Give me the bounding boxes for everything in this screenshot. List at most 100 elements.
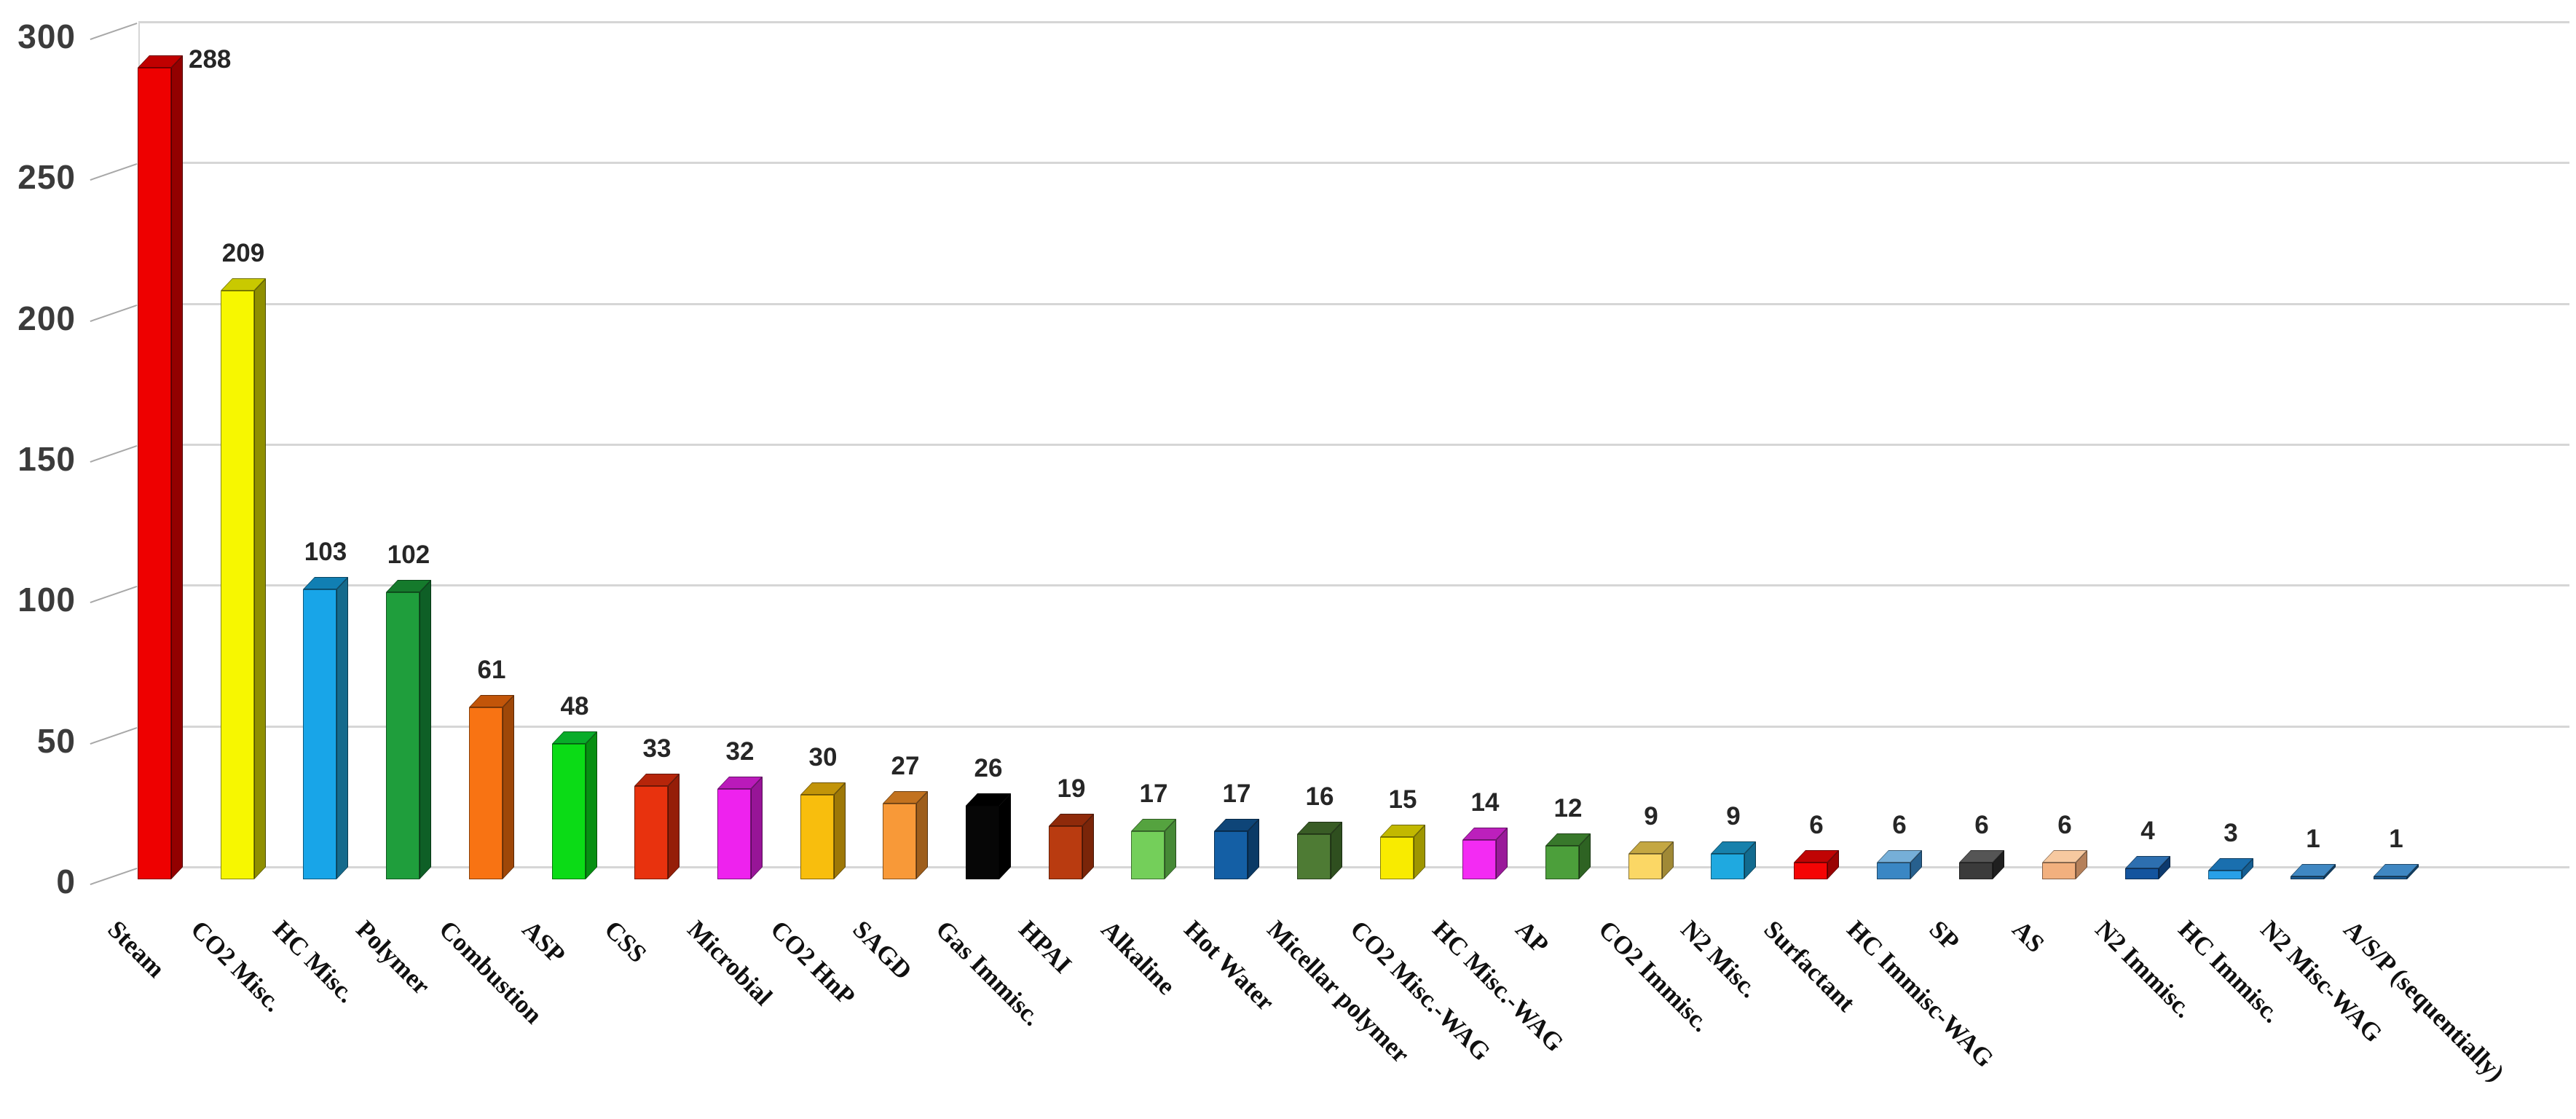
- x-axis-label: CSS: [599, 915, 653, 968]
- y-axis-label-150: 150: [17, 440, 76, 478]
- bar-value-label: 6: [1809, 811, 1824, 839]
- bar-SAGD: [883, 791, 929, 879]
- bar-side-face: [586, 731, 597, 879]
- bar-Gas Immisc.: [966, 793, 1012, 879]
- y-axis-label-100: 100: [17, 581, 76, 619]
- bar-value-label: 15: [1388, 785, 1417, 814]
- bar-value-label: 19: [1057, 774, 1086, 803]
- bar-side-face: [1082, 814, 1094, 879]
- bar-value-label: 14: [1470, 788, 1500, 817]
- bar-front-face: [2042, 863, 2076, 879]
- bar-Surfactant: [1794, 850, 1840, 879]
- bar-value-label: 12: [1553, 794, 1583, 822]
- bar-value-label: 1: [2306, 825, 2320, 853]
- bar-value-label: 102: [387, 541, 430, 569]
- bar-Steam: [138, 55, 184, 879]
- x-axis-label: Hot Water: [1178, 915, 1280, 1017]
- bar-front-face: [2374, 876, 2407, 879]
- bar-Combustion: [469, 695, 515, 879]
- bar-CO2 HnP: [800, 782, 846, 879]
- gridline-0: [138, 866, 2569, 868]
- bar-value-label: 17: [1139, 780, 1168, 808]
- bar-value-label: 27: [891, 752, 920, 780]
- bar-A/S/P (sequentially): [2374, 864, 2419, 879]
- bar-front-face: [1214, 831, 1248, 879]
- x-axis-label: CO2 Misc.-WAG: [1344, 915, 1497, 1067]
- bar-N2 Immisc.: [2125, 856, 2171, 879]
- bar-AS: [2042, 850, 2088, 879]
- y-axis-tick-0: [90, 867, 138, 886]
- bar-value-label: 16: [1305, 782, 1334, 811]
- bar-Microbial: [717, 777, 763, 879]
- bar-front-face: [469, 707, 503, 879]
- x-axis-label: A/S/P (sequentially): [2338, 915, 2510, 1087]
- bar-value-label: 61: [477, 656, 506, 684]
- bar-side-face: [420, 580, 431, 879]
- x-axis-label: Microbial: [682, 915, 779, 1011]
- x-axis-label: AS: [2006, 915, 2050, 959]
- bar-value-label: 33: [642, 734, 671, 763]
- bar-Polymer: [386, 580, 432, 879]
- y-axis-label-300: 300: [17, 17, 76, 55]
- bar-value-label: 103: [304, 538, 347, 566]
- y-axis-label-250: 250: [17, 158, 76, 197]
- bar-front-face: [966, 806, 999, 879]
- bar-side-face: [999, 793, 1011, 879]
- bar-value-label: 6: [1974, 811, 1989, 839]
- bar-front-face: [1711, 854, 1744, 879]
- x-axis-label: AP: [1510, 915, 1554, 959]
- bar-side-face: [834, 782, 846, 879]
- bar-front-face: [386, 592, 420, 879]
- bar-front-face: [303, 589, 336, 879]
- y-axis-tick-100: [90, 586, 138, 604]
- bar-side-face: [1248, 819, 1259, 879]
- bar-front-face: [221, 291, 254, 879]
- bar-value-label: 209: [221, 239, 265, 267]
- bar-front-face: [552, 744, 586, 879]
- bar-value-label: 48: [560, 692, 589, 721]
- bar-front-face: [800, 795, 834, 879]
- bar-front-face: [1380, 837, 1414, 879]
- bar-side-face: [1165, 819, 1176, 879]
- bar-CO2 Misc.-WAG: [1380, 825, 1426, 879]
- bar-AP: [1545, 833, 1591, 879]
- y-axis-label-0: 0: [56, 863, 76, 900]
- x-axis-label: Alkaline: [1095, 915, 1181, 1000]
- bar-value-label: 6: [1892, 811, 1907, 839]
- bar-HC Immisc-WAG: [1877, 850, 1923, 879]
- x-axis-label: CO2 HnP: [765, 915, 861, 1011]
- bar-Hot Water: [1214, 819, 1260, 879]
- bar-value-label: 3: [2224, 819, 2238, 847]
- bar-front-face: [1794, 863, 1827, 879]
- bar-side-face: [254, 278, 266, 879]
- bar-value-label: 9: [1726, 802, 1741, 831]
- bar-value-label: 4: [2140, 817, 2155, 845]
- bar-value-label: 9: [1644, 802, 1658, 831]
- bar-value-label: 26: [974, 754, 1003, 782]
- bar-front-face: [2208, 871, 2242, 879]
- y-axis-label-200: 200: [17, 299, 76, 337]
- bar-side-face: [751, 777, 763, 879]
- x-axis-label: HC Immisc-WAG: [1841, 915, 2000, 1073]
- bar-HC Immisc.: [2208, 858, 2254, 879]
- bar-value-label: 6: [2057, 811, 2072, 839]
- bar-side-face: [503, 695, 514, 879]
- bar-front-face: [1959, 863, 1993, 879]
- gridline-250: [138, 162, 2569, 165]
- gridline-200: [138, 302, 2569, 305]
- bar-front-face: [1628, 854, 1662, 879]
- y-axis-tick-150: [90, 444, 138, 463]
- bar-ASP: [552, 731, 598, 879]
- bar-front-face: [2125, 868, 2159, 879]
- gridline-300: [138, 21, 2569, 23]
- bar-front-face: [717, 789, 751, 879]
- bar-side-face: [171, 55, 183, 879]
- bar-CO2 Misc.: [221, 278, 267, 879]
- bar-front-face: [1545, 846, 1579, 879]
- bar-CSS: [634, 774, 680, 879]
- bar-Alkaline: [1131, 819, 1177, 879]
- bar-value-label: 32: [725, 737, 755, 766]
- gridline-100: [138, 584, 2569, 587]
- y-axis-label-50: 50: [36, 721, 76, 760]
